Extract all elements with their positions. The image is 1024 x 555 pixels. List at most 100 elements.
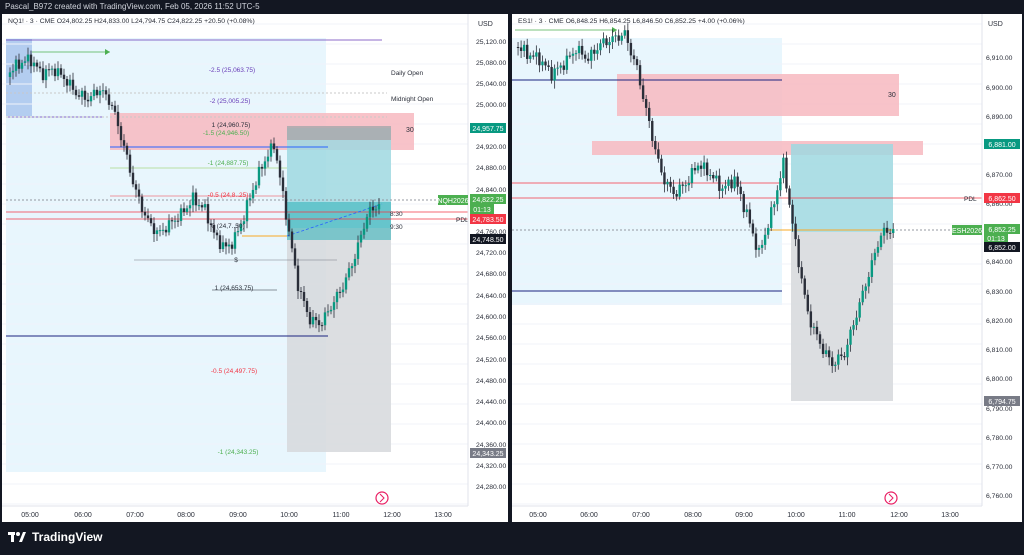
es-candle-body — [559, 65, 562, 68]
nq-candle-body — [137, 189, 141, 197]
nq-candle-body — [296, 265, 300, 292]
es-candle-body — [669, 181, 672, 187]
es-badge-bg — [984, 139, 1020, 149]
es-x-tick: 09:00 — [735, 512, 753, 519]
nq-candle-body — [65, 79, 69, 86]
nq-badge-bg — [470, 234, 506, 244]
nq-y-tick: 24,480.00 — [476, 378, 506, 385]
nq-candle-body — [278, 160, 282, 178]
es-candle-body — [791, 204, 794, 224]
nq-candle-body — [107, 94, 111, 105]
es-candle-body — [702, 162, 706, 169]
es-candle-body — [562, 65, 565, 70]
es-chart[interactable]: 30 ES1! · 3 · CME O6,848.25 H6,854.25 L6,… — [512, 14, 1022, 522]
nq-candle-body — [377, 204, 381, 210]
es-candle-body — [654, 140, 657, 150]
nq-candle-body — [362, 228, 366, 235]
es-candle-body — [757, 247, 761, 250]
nq-candle-body — [350, 266, 354, 269]
nq-candle-body — [131, 172, 135, 185]
brand-name: TradingView — [32, 530, 103, 544]
es-candle-body — [638, 65, 642, 86]
es-candle-body — [852, 325, 855, 330]
es-y-tick: 6,910.00 — [986, 55, 1013, 62]
es-candle-body — [843, 356, 846, 358]
es-candle-body — [730, 179, 733, 189]
nq-y-tick: 24,680.00 — [476, 271, 506, 278]
es-candle-body — [538, 52, 541, 66]
nq-candle-body — [314, 316, 318, 321]
es-candle-body — [855, 317, 858, 326]
es-candle-body — [867, 276, 870, 287]
nq-candle-body — [254, 185, 258, 190]
nq-candle-body — [284, 191, 288, 220]
es-badge: 6,794.75 — [988, 399, 1015, 406]
es-candle-body — [870, 260, 874, 277]
es-candle-body — [684, 185, 687, 187]
nq-candle-body — [104, 90, 108, 95]
nq-candle-body — [92, 89, 96, 97]
nq-candle-body — [200, 205, 204, 208]
tradingview-logo[interactable]: TradingView — [8, 530, 102, 544]
es-arrow-head — [612, 27, 617, 33]
es-candle-body — [824, 350, 828, 355]
es-candle-body — [532, 55, 535, 57]
es-candle-body — [821, 343, 825, 355]
nq-y-tick: 24,600.00 — [476, 314, 506, 321]
nq-candle-body — [290, 231, 294, 249]
nq-candle-body — [98, 90, 102, 96]
es-candle-body — [849, 329, 852, 345]
nq-midnight-open-label: Midnight Open — [391, 96, 434, 103]
es-candle-body — [605, 38, 608, 46]
nq-candle-body — [338, 291, 342, 293]
es-badge: 6,881.00 — [988, 142, 1015, 149]
es-target-box — [791, 144, 893, 232]
nq-candle-body — [191, 192, 195, 206]
nq-candle-body — [119, 126, 123, 141]
nq-replay-icon — [375, 491, 389, 505]
es-candle-body — [590, 49, 593, 61]
nq-candle-body — [368, 206, 372, 217]
es-candle-body — [806, 294, 809, 312]
es-candle-body — [617, 35, 620, 41]
nq-candle-body — [245, 200, 249, 222]
es-candle-body — [693, 168, 697, 171]
nq-badge-bg — [470, 194, 506, 204]
nq-candle-body — [275, 149, 279, 161]
nq-candle-body — [371, 206, 375, 211]
nq-y-tick: 24,920.00 — [476, 144, 506, 151]
es-candle-body — [660, 158, 663, 173]
es-stop-box — [791, 232, 893, 401]
es-candle-body — [882, 227, 886, 236]
nq-chart-panel[interactable]: 30 -2.5 (25,063.75) -2 (25,005.25) 1 (24,96… — [2, 14, 508, 522]
es-candle-body — [675, 194, 678, 197]
nq-candle-body — [8, 72, 12, 77]
es-currency-label: USD — [988, 21, 1003, 28]
es-chart-panel[interactable]: 30 ES1! · 3 · CME O6,848.25 H6,854.25 L6,… — [512, 14, 1022, 522]
nq-session-shade — [6, 38, 326, 472]
nq-x-tick: 12:00 — [383, 512, 401, 519]
es-candle-body — [837, 354, 840, 365]
nq-candle-body — [266, 156, 270, 162]
es-candle-body — [522, 44, 526, 51]
nq-y-tick: 24,360.00 — [476, 442, 506, 449]
es-candle-body — [827, 350, 831, 358]
nq-candle-body — [26, 54, 30, 62]
nq-badge-bg — [470, 448, 506, 458]
es-candle-body — [635, 59, 639, 66]
nq-badge: 24,783.50 — [472, 217, 503, 224]
nq-candle-body — [170, 220, 174, 222]
es-candle-body — [788, 188, 791, 205]
es-replay-icon — [884, 491, 898, 505]
es-candle-body — [690, 168, 694, 184]
nq-candle-body — [224, 242, 228, 247]
nq-candle-body — [152, 223, 156, 235]
nq-candle-body — [242, 221, 246, 224]
es-candle-body — [696, 165, 700, 171]
nq-fib-label: -0.5 (24,8..25) — [208, 192, 249, 199]
nq-candle-body — [374, 209, 378, 211]
es-y-tick: 6,800.00 — [986, 376, 1013, 383]
es-price-axis — [982, 14, 1022, 522]
nq-chart[interactable]: 30 -2.5 (25,063.75) -2 (25,005.25) 1 (24,96… — [2, 14, 508, 522]
nq-candle-body — [50, 68, 54, 70]
